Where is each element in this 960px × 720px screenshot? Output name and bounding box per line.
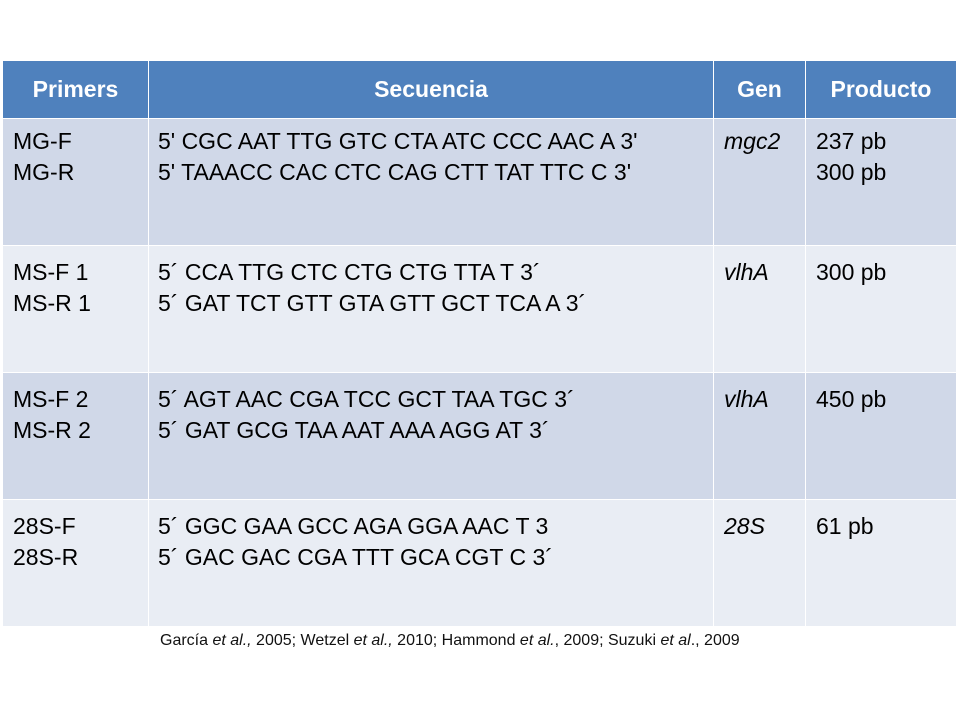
primer-name: MS-R 2 [13, 417, 91, 443]
sequence-line: 5´ GAT GCG TAA AAT AAA AGG AT 3´ [158, 417, 550, 443]
product-cell: 61 pb [805, 499, 957, 627]
sequence-cell: 5´ AGT AAC CGA TCC GCT TAA TGC 3´ 5´ GAT… [148, 372, 714, 500]
gene-cell: mgc2 [713, 118, 806, 246]
gene-name: 28S [724, 513, 765, 539]
header-primers: Primers [2, 60, 149, 119]
header-row: Primers Secuencia Gen Producto [2, 60, 957, 119]
sequence-line: 5´ CCA TTG CTC CTG CTG TTA T 3´ [158, 259, 541, 285]
product-cell: 237 pb 300 pb [805, 118, 957, 246]
product-cell: 300 pb [805, 245, 957, 373]
product-cell: 450 pb [805, 372, 957, 500]
gene-cell: 28S [713, 499, 806, 627]
primer-name: 28S-R [13, 544, 79, 570]
citation-part: et al [660, 632, 691, 649]
gene-name: vlhA [724, 259, 769, 285]
primers-table: Primers Secuencia Gen Producto MG-F MG-R… [2, 60, 957, 627]
sequence-line: 5´ AGT AAC CGA TCC GCT TAA TGC 3´ [158, 386, 575, 412]
sequence-line: 5' TAAACC CAC CTC CAG CTT TAT TTC C 3' [158, 159, 632, 185]
sequence-cell: 5´ CCA TTG CTC CTG CTG TTA T 3´ 5´ GAT T… [148, 245, 714, 373]
citation: García et al., 2005; Wetzel et al., 2010… [160, 632, 740, 650]
gene-cell: vlhA [713, 372, 806, 500]
table-row: 28S-F 28S-R 5´ GGC GAA GCC AGA GGA AAC T… [2, 499, 957, 627]
sequence-line: 5´ GAT TCT GTT GTA GTT GCT TCA A 3´ [158, 290, 587, 316]
citation-part: et al. [519, 632, 555, 649]
primers-cell: MS-F 1 MS-R 1 [2, 245, 149, 373]
citation-part: ., 2009 [690, 632, 740, 649]
citation-part: García [160, 632, 213, 649]
citation-part: et al., [353, 632, 393, 649]
sequence-line: 5´ GGC GAA GCC AGA GGA AAC T 3 [158, 513, 549, 539]
table-row: MS-F 1 MS-R 1 5´ CCA TTG CTC CTG CTG TTA… [2, 245, 957, 373]
primer-name: MS-R 1 [13, 290, 91, 316]
sequence-cell: 5' CGC AAT TTG GTC CTA ATC CCC AAC A 3' … [148, 118, 714, 246]
citation-part: 2005; Wetzel [251, 632, 354, 649]
sequence-line: 5´ GAC GAC CGA TTT GCA CGT C 3´ [158, 544, 553, 570]
citation-part: et al., [212, 632, 252, 649]
gene-name: vlhA [724, 386, 769, 412]
primer-name: MS-F 1 [13, 259, 89, 285]
sequence-cell: 5´ GGC GAA GCC AGA GGA AAC T 3 5´ GAC GA… [148, 499, 714, 627]
header-producto: Producto [805, 60, 957, 119]
primers-cell: MG-F MG-R [2, 118, 149, 246]
citation-part: , 2009; Suzuki [554, 632, 661, 649]
primer-name: MS-F 2 [13, 386, 89, 412]
primers-cell: MS-F 2 MS-R 2 [2, 372, 149, 500]
gene-name: mgc2 [724, 128, 781, 154]
product-size: 237 pb [816, 128, 887, 154]
primer-name: MG-R [13, 159, 75, 185]
primers-cell: 28S-F 28S-R [2, 499, 149, 627]
product-size: 300 pb [816, 159, 887, 185]
primer-name: 28S-F [13, 513, 76, 539]
product-size: 300 pb [816, 259, 887, 285]
product-size: 61 pb [816, 513, 874, 539]
citation-part: 2010; Hammond [392, 632, 520, 649]
gene-cell: vlhA [713, 245, 806, 373]
table-row: MS-F 2 MS-R 2 5´ AGT AAC CGA TCC GCT TAA… [2, 372, 957, 500]
product-size: 450 pb [816, 386, 887, 412]
table-row: MG-F MG-R 5' CGC AAT TTG GTC CTA ATC CCC… [2, 118, 957, 246]
header-gen: Gen [713, 60, 806, 119]
sequence-line: 5' CGC AAT TTG GTC CTA ATC CCC AAC A 3' [158, 128, 638, 154]
primer-name: MG-F [13, 128, 72, 154]
header-secuencia: Secuencia [148, 60, 714, 119]
